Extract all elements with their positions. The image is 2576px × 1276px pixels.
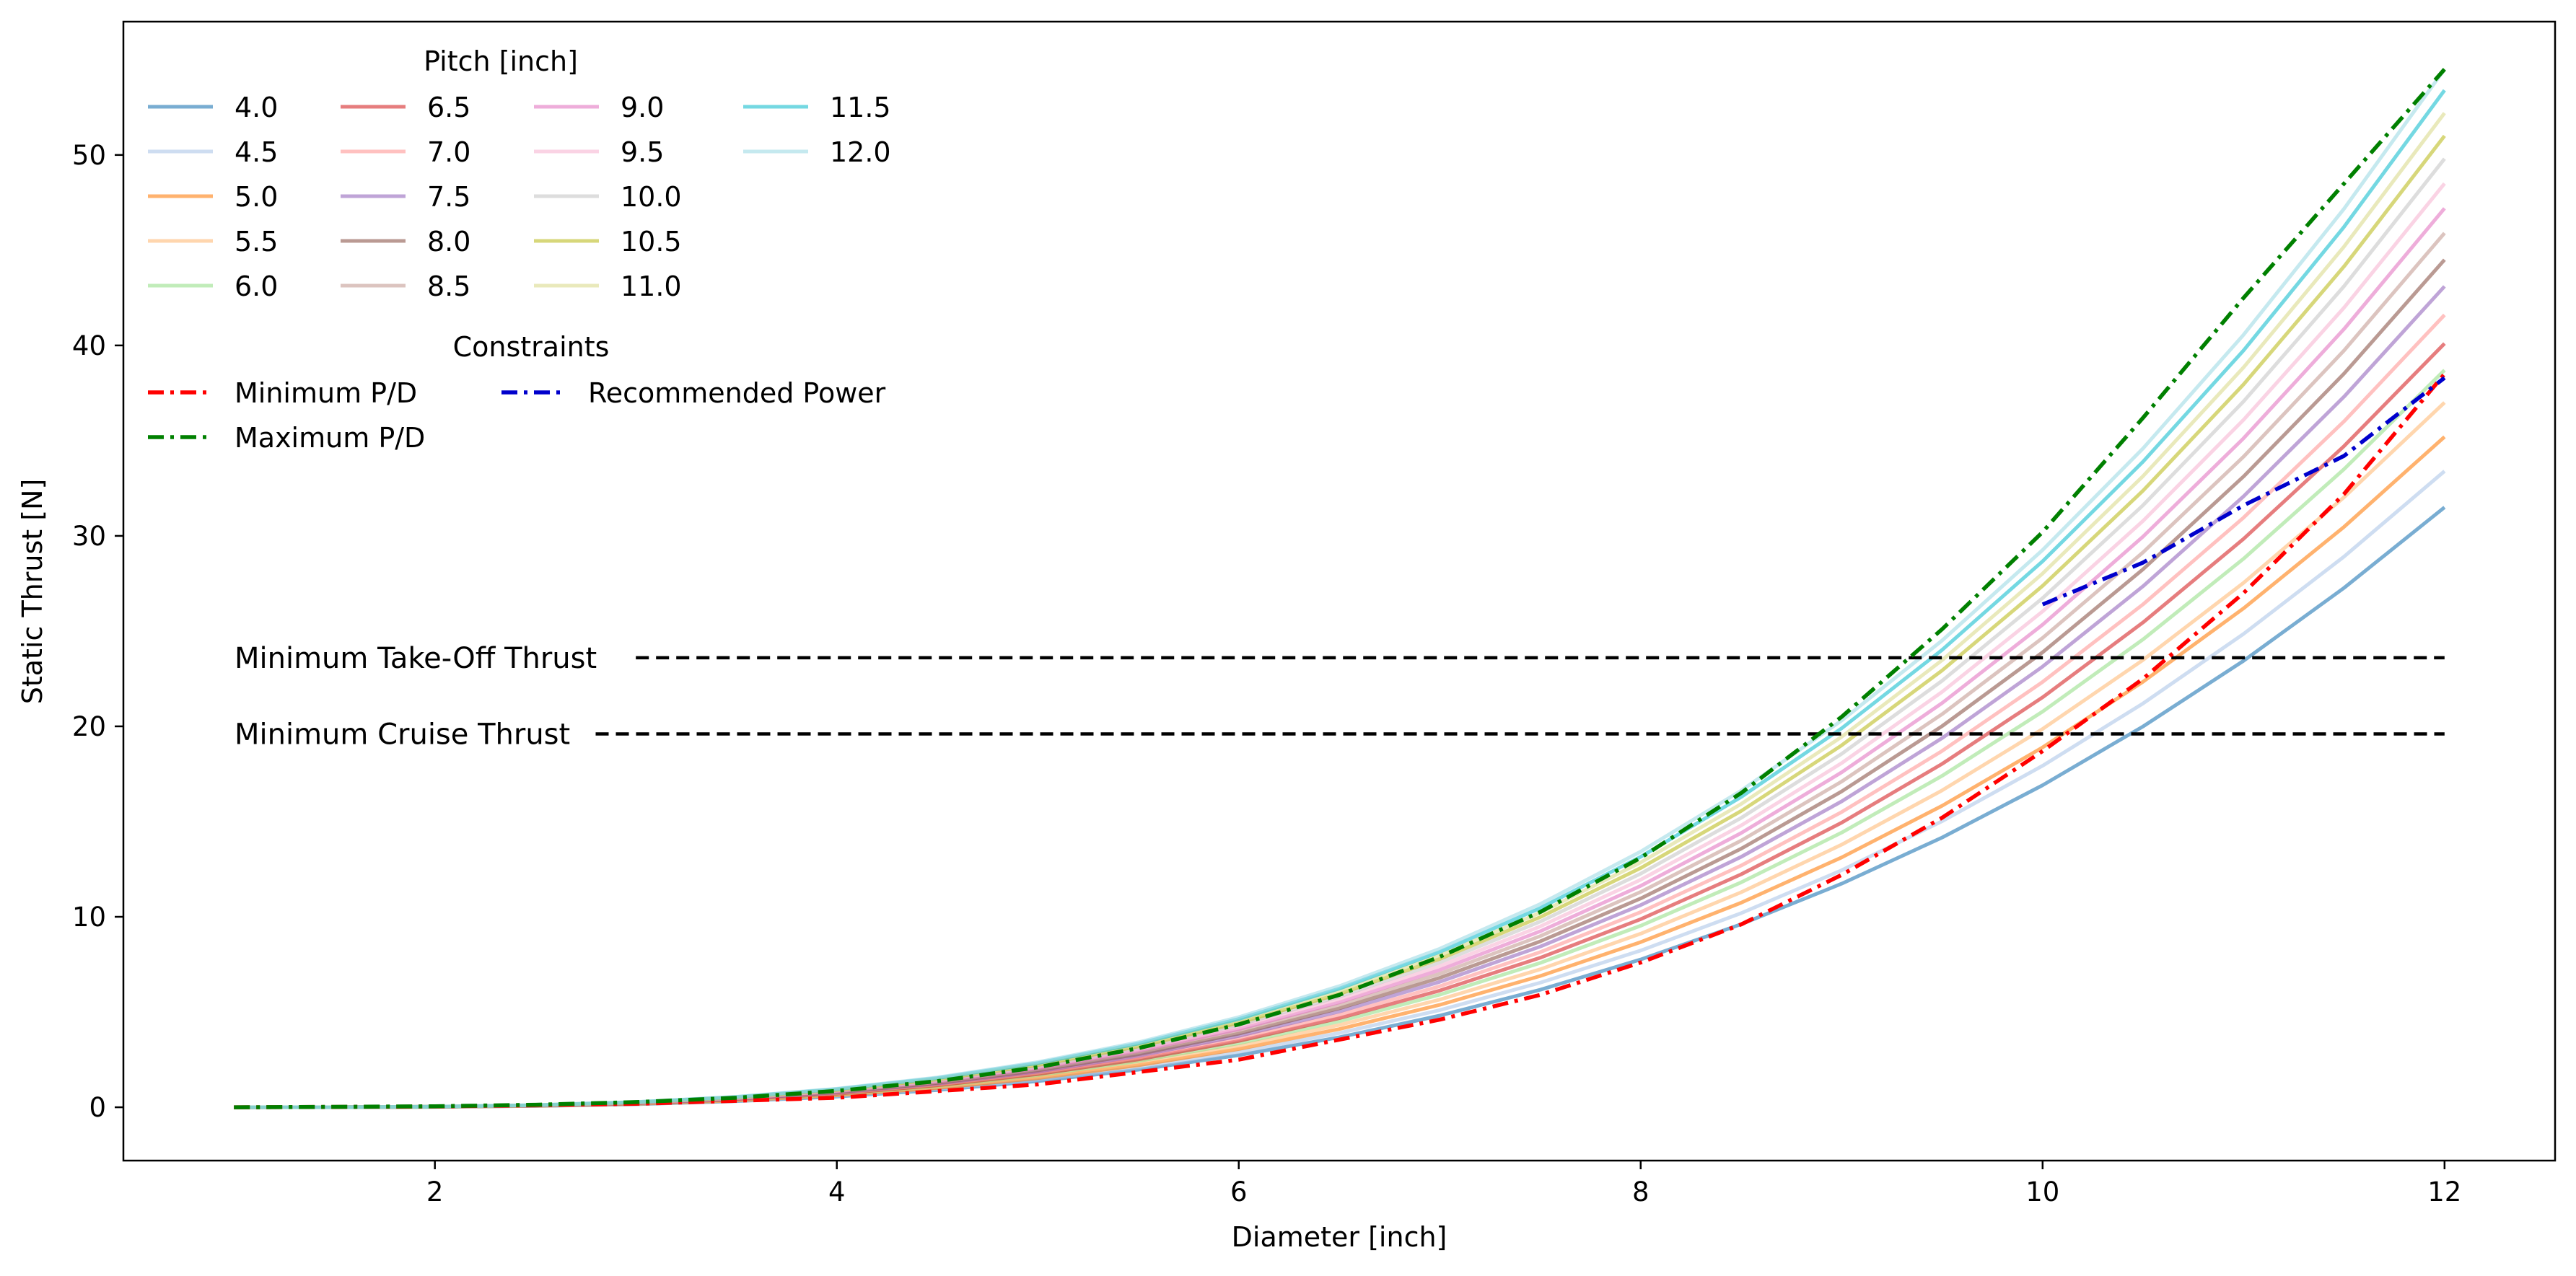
y-tick-label-0: 0 xyxy=(89,1092,106,1123)
constraint-line-2 xyxy=(234,68,2446,1109)
constraint-legend-entries: Minimum P/D Maximum P/D Recommended Power xyxy=(148,377,886,454)
x-tick-label-8: 8 xyxy=(1632,1176,1650,1207)
pitch-legend-entries: 4.0 4.5 5.0 5.5 6.0 6.5 7.0 7.5 8.0 8.5 9.0 9.5 10.0… xyxy=(148,92,891,302)
legend-label-pitch-6.0: 6.0 xyxy=(235,270,278,302)
legend-label-pitch-4.5: 4.5 xyxy=(235,136,278,168)
legend-label-pitch-5.0: 5.0 xyxy=(235,181,278,213)
constraint-line-1 xyxy=(234,372,2446,1109)
legend-label-pitch-8.5: 8.5 xyxy=(427,270,470,302)
constraints-legend-title: Constraints xyxy=(453,331,610,363)
x-tick-label-10: 10 xyxy=(2025,1176,2059,1207)
x-tick-label-6: 6 xyxy=(1230,1176,1248,1207)
y-tick-label-10: 10 xyxy=(72,902,106,933)
plot-frame xyxy=(122,20,2557,1162)
legend-label-pitch-6.5: 6.5 xyxy=(427,92,470,123)
legend-label-pitch-10.5: 10.5 xyxy=(621,226,682,258)
legend-label-pitch-4.0: 4.0 xyxy=(235,92,278,123)
y-tick-label-50: 50 xyxy=(72,140,106,171)
constraint-series-layer xyxy=(234,68,2446,1109)
x-tick-label-4: 4 xyxy=(828,1176,846,1207)
legend-label-pitch-9.0: 9.0 xyxy=(621,92,664,123)
x-axis-title: Diameter [inch] xyxy=(1232,1221,1447,1253)
pitch-legend-title: Pitch [inch] xyxy=(424,45,578,77)
legend-label-pitch-7.5: 7.5 xyxy=(427,181,470,213)
x-tick-label-2: 2 xyxy=(426,1176,444,1207)
reference-line-label-2: Minimum Cruise Thrust xyxy=(235,718,570,752)
legend-label-constraint-1: Minimum P/D xyxy=(235,377,417,409)
x-axis-ticks: 2 4 6 8 10 12 xyxy=(426,1161,2461,1207)
y-tick-label-30: 30 xyxy=(72,521,106,552)
legend: Pitch [inch] 4.0 4.5 5.0 5.5 6.0 6.5 7.0 7.5 8.0… xyxy=(148,45,891,454)
legend-label-pitch-8.0: 8.0 xyxy=(427,226,470,258)
y-tick-label-40: 40 xyxy=(72,330,106,361)
legend-label-pitch-5.5: 5.5 xyxy=(235,226,278,258)
constraint-line-3 xyxy=(2041,376,2446,607)
legend-label-pitch-11.0: 11.0 xyxy=(621,270,682,302)
legend-label-pitch-10.0: 10.0 xyxy=(621,181,682,213)
reference-lines-layer: Minimum Take-Off Thrust Minimum Cruise Th… xyxy=(235,642,2445,752)
legend-label-constraint-2: Maximum P/D xyxy=(235,422,425,454)
reference-line-label-1: Minimum Take-Off Thrust xyxy=(235,642,597,675)
y-axis-title: Static Thrust [N] xyxy=(17,479,48,705)
legend-label-pitch-9.5: 9.5 xyxy=(621,136,664,168)
legend-label-constraint-3: Recommended Power xyxy=(588,377,886,409)
y-tick-label-20: 20 xyxy=(72,711,106,742)
x-tick-label-12: 12 xyxy=(2427,1176,2461,1207)
legend-label-pitch-7.0: 7.0 xyxy=(427,136,470,168)
y-axis-ticks: 0 10 20 30 40 50 xyxy=(72,140,123,1123)
legend-label-pitch-12.0: 12.0 xyxy=(830,136,891,168)
legend-label-pitch-11.5: 11.5 xyxy=(830,92,891,123)
